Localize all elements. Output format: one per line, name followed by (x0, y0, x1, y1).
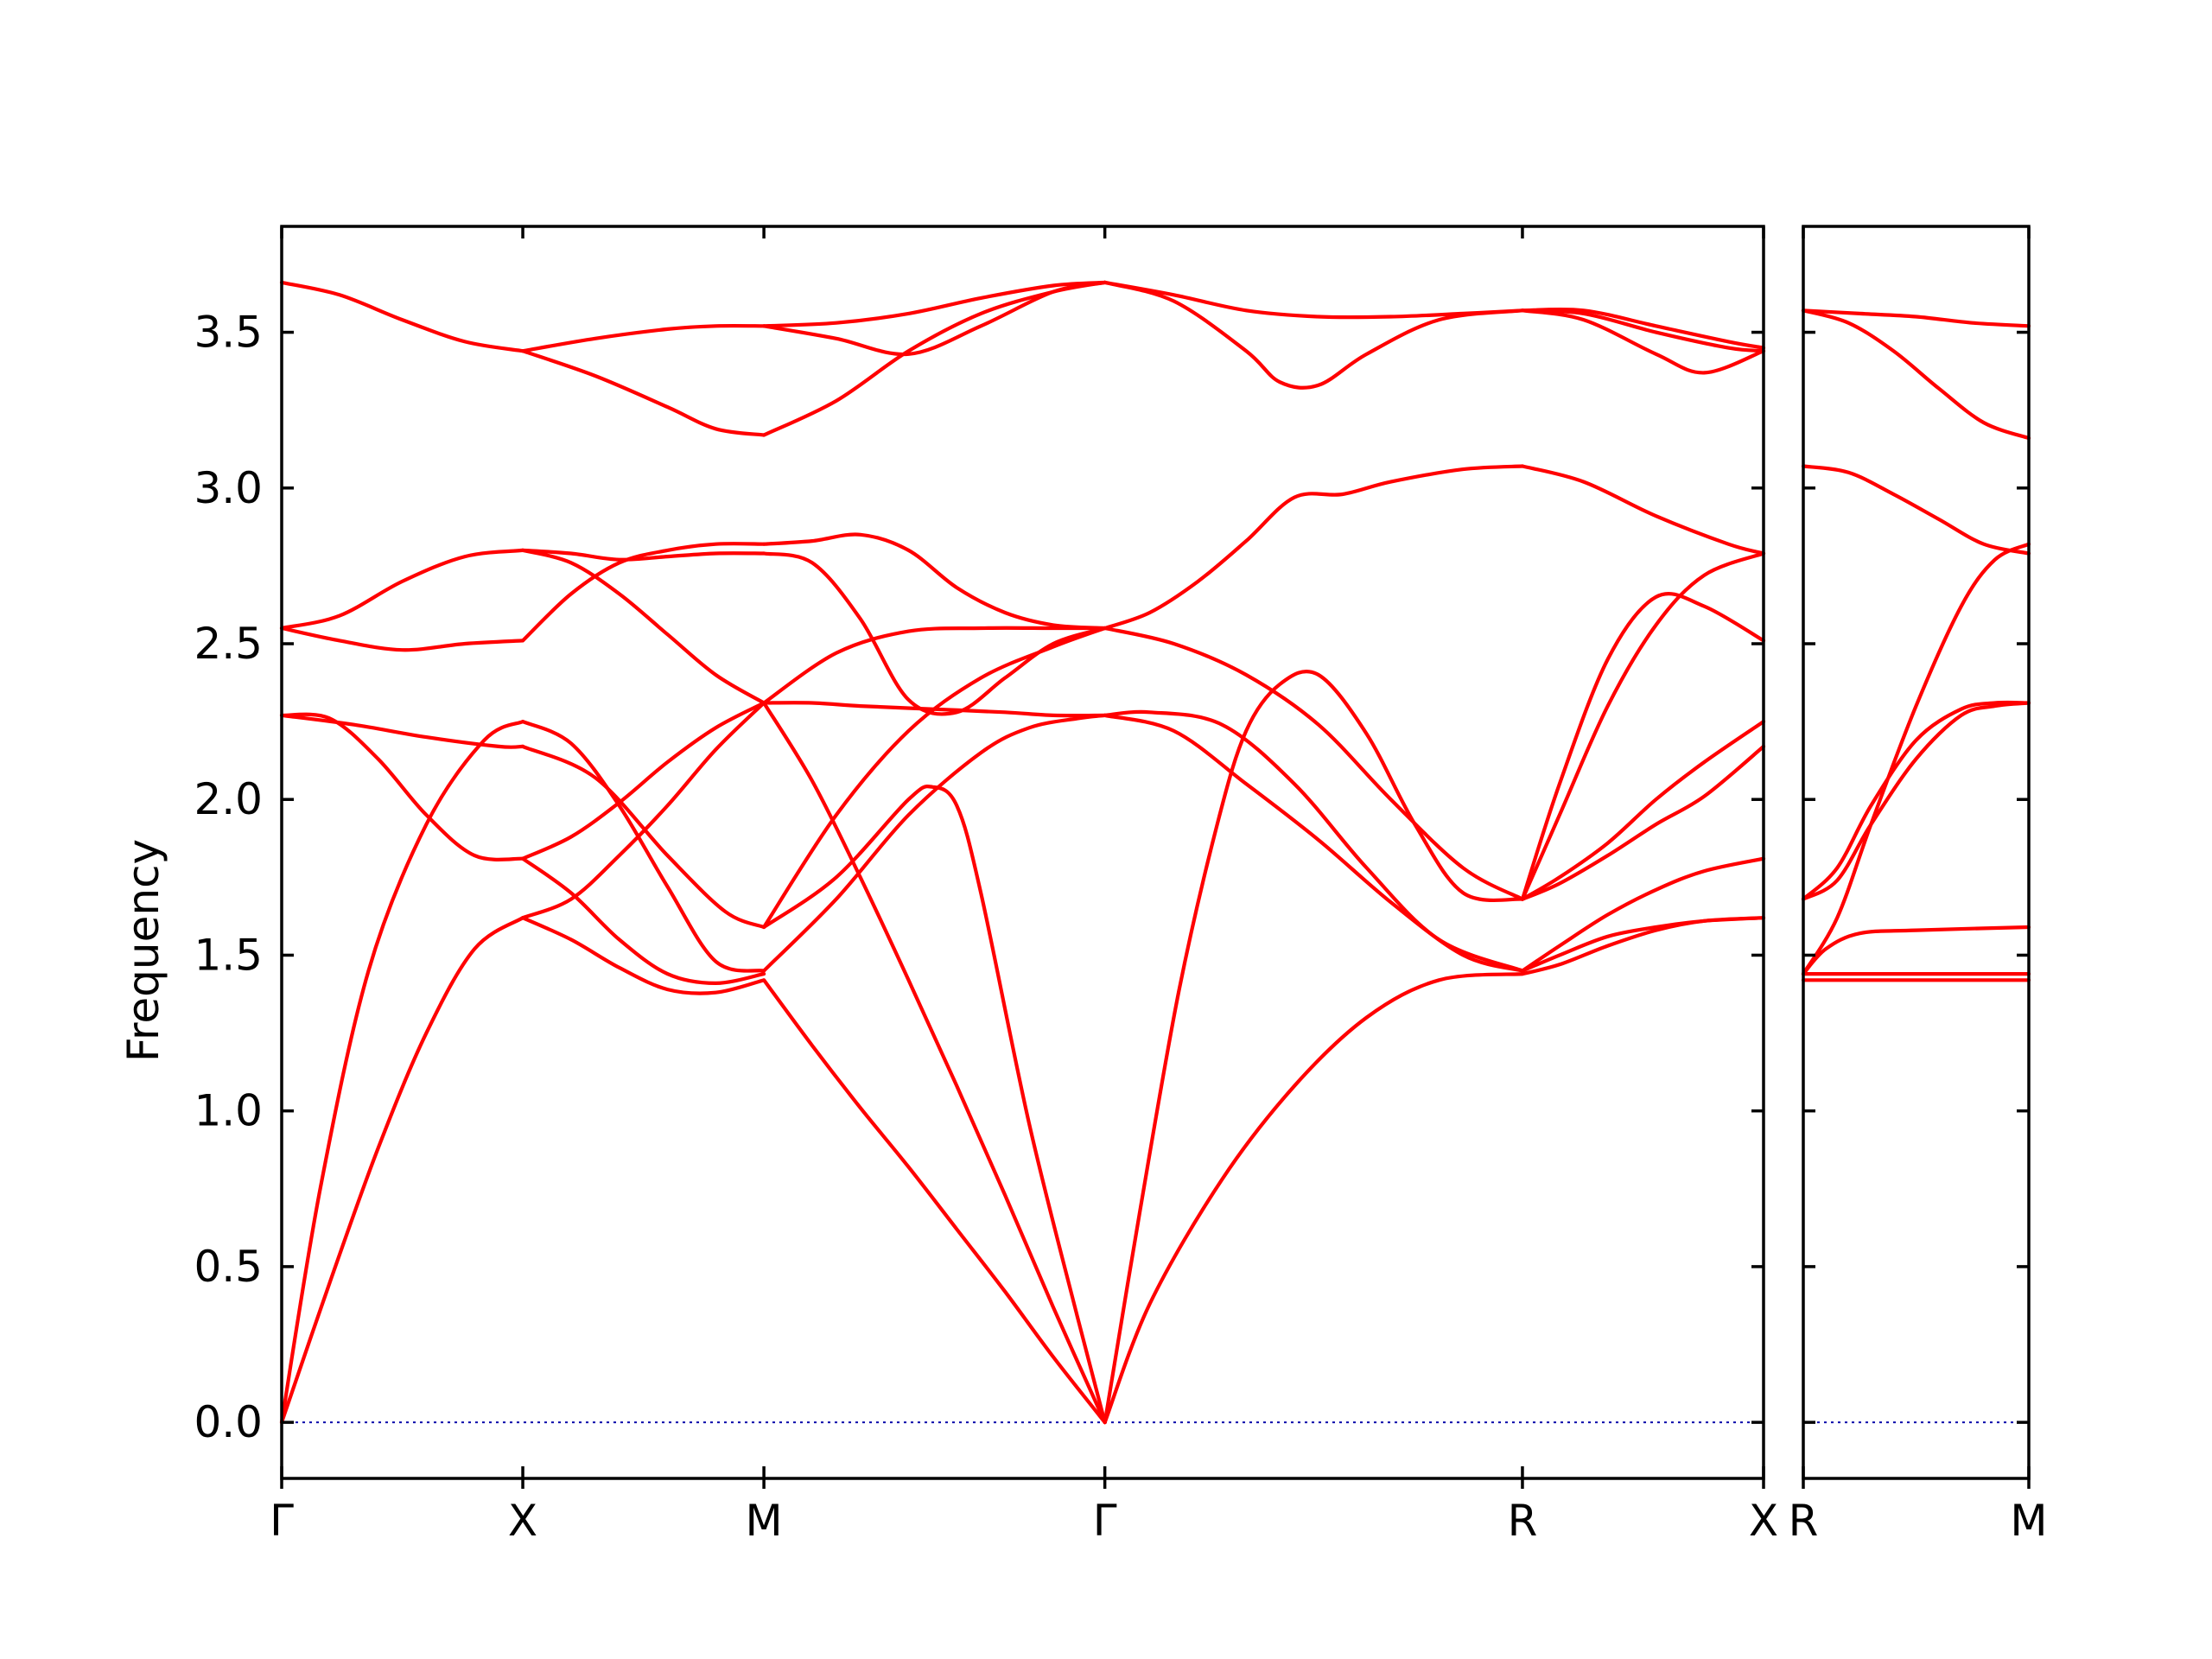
band-line-11 (520, 548, 766, 562)
band-line-10 (279, 548, 525, 631)
band-line-4 (1801, 701, 2031, 901)
x-tick-label-kpoint: M (2010, 1496, 2047, 1546)
axes-frame (280, 225, 1765, 1480)
band-line-45 (1520, 464, 1766, 556)
band-line-9 (520, 542, 766, 643)
band-line-26 (762, 532, 1107, 631)
band-line-34 (1103, 626, 1525, 901)
band-line-2 (279, 720, 525, 1425)
band-line-42 (1520, 720, 1766, 901)
band-line-13 (520, 701, 766, 861)
band-line-41 (1520, 744, 1766, 901)
band-line-40 (1520, 856, 1766, 973)
band-line-18 (762, 978, 1107, 1425)
y-tick-label: 2.0 (194, 774, 263, 824)
x-tick-label-kpoint: R (1508, 1496, 1538, 1546)
band-line-19 (762, 701, 1107, 1425)
band-line-15 (279, 280, 525, 353)
band-line-4 (279, 712, 525, 861)
band-line-36 (1103, 280, 1525, 390)
band-line-7 (1801, 308, 2031, 441)
y-axis-label: Frequency (118, 839, 168, 1062)
band-line-35 (1103, 464, 1525, 631)
x-tick-label-kpoint: M (746, 1496, 783, 1546)
x-tick-label-kpoint: X (508, 1496, 537, 1546)
band-line-21 (762, 713, 1107, 973)
band-line-48 (1520, 307, 1766, 350)
band-line-47 (1520, 308, 1766, 353)
band-line-6 (279, 713, 525, 749)
x-tick-label-kpoint: Γ (270, 1496, 294, 1546)
axes-frame (1802, 225, 2031, 1480)
band-line-44 (1520, 551, 1766, 901)
band-line-3 (520, 720, 766, 973)
band-line-7 (520, 744, 766, 930)
band-line-27 (762, 280, 1107, 437)
band-line-24 (762, 626, 1107, 705)
y-tick-label: 0.0 (194, 1397, 263, 1447)
y-tick-label: 2.5 (194, 619, 263, 669)
band-line-25 (762, 551, 1107, 716)
band-line-32 (1103, 713, 1525, 973)
band-line-46 (1520, 308, 1766, 375)
band-line-33 (1103, 709, 1525, 973)
y-tick-label: 0.5 (194, 1242, 263, 1292)
band-line-39 (1520, 916, 1766, 973)
band-line-29 (762, 280, 1107, 328)
band-line-43 (1520, 592, 1766, 901)
band-line-0 (279, 916, 525, 1425)
y-tick-label: 3.0 (194, 463, 263, 513)
band-line-12 (520, 701, 766, 920)
band-line-28 (762, 280, 1107, 357)
band-line-14 (520, 548, 766, 705)
y-tick-label: 1.5 (194, 930, 263, 980)
x-tick-label-kpoint: R (1789, 1496, 1819, 1546)
band-line-16 (520, 349, 766, 437)
y-tick-label: 1.0 (194, 1086, 263, 1136)
band-line-3 (1801, 700, 2031, 901)
x-tick-label-kpoint: Γ (1093, 1496, 1117, 1546)
band-line-20 (762, 785, 1107, 1425)
band-line-1 (520, 916, 766, 995)
band-line-37 (1103, 280, 1525, 320)
band-line-23 (762, 626, 1107, 930)
band-line-6 (1801, 464, 2031, 556)
y-tick-label: 3.5 (194, 308, 263, 358)
band-line-2 (1801, 925, 2031, 976)
band-line-8 (1801, 308, 2031, 328)
band-line-31 (1103, 670, 1525, 1425)
x-tick-label-kpoint: X (1749, 1496, 1778, 1546)
band-line-5 (1801, 542, 2031, 976)
band-line-30 (1103, 972, 1525, 1425)
band-line-5 (520, 856, 766, 985)
band-line-8 (279, 626, 525, 652)
band-line-17 (520, 323, 766, 353)
panel-main-path: 0.0 0.5 1.0 1.5 2.0 2.5 3.0 3.5 Γ X M Γ R X (194, 225, 1778, 1546)
